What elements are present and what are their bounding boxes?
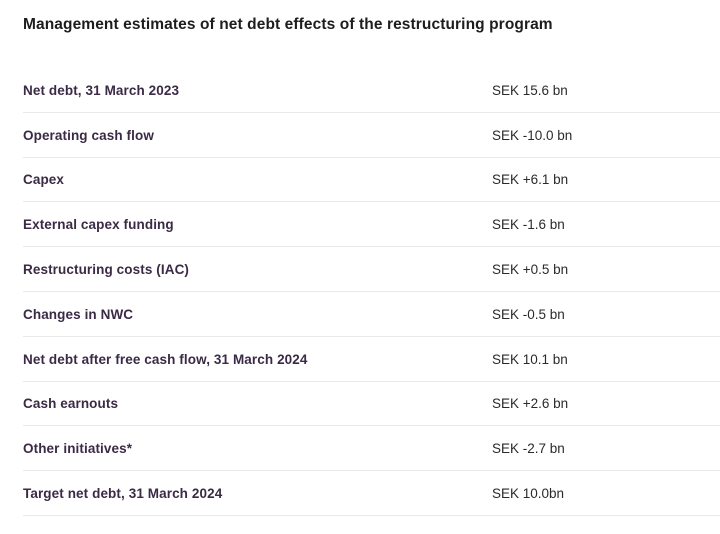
table-row: Cash earnouts SEK +2.6 bn: [0, 382, 720, 427]
row-label: Capex: [23, 172, 65, 188]
row-label: Operating cash flow: [23, 127, 154, 143]
row-label: Other initiatives*: [23, 441, 133, 457]
row-value: SEK 15.6 bn: [492, 82, 568, 98]
table-row: Net debt, 31 March 2023 SEK 15.6 bn: [0, 68, 720, 113]
table-row: Net debt after free cash flow, 31 March …: [0, 337, 720, 382]
table-row: External capex funding SEK -1.6 bn: [0, 202, 720, 247]
row-value: SEK -10.0 bn: [492, 127, 573, 143]
row-value: SEK 10.0bn: [492, 486, 565, 502]
row-label: Target net debt, 31 March 2024: [23, 486, 223, 502]
net-debt-table: Net debt, 31 March 2023 SEK 15.6 bn Oper…: [0, 68, 720, 516]
row-label: Cash earnouts: [23, 396, 119, 412]
row-value: SEK +2.6 bn: [492, 396, 569, 412]
row-label: Restructuring costs (IAC): [23, 262, 190, 278]
row-value: SEK -0.5 bn: [492, 306, 565, 322]
row-value: SEK +0.5 bn: [492, 262, 569, 278]
row-label: External capex funding: [23, 217, 174, 233]
table-row: Operating cash flow SEK -10.0 bn: [0, 113, 720, 158]
row-label: Changes in NWC: [23, 306, 134, 322]
row-value: SEK +6.1 bn: [492, 172, 569, 188]
row-value: SEK -1.6 bn: [492, 217, 565, 233]
row-value: SEK -2.7 bn: [492, 441, 565, 457]
table-row: Restructuring costs (IAC) SEK +0.5 bn: [0, 247, 720, 292]
row-label: Net debt, 31 March 2023: [23, 82, 180, 98]
row-value: SEK 10.1 bn: [492, 351, 568, 367]
table-row: Other initiatives* SEK -2.7 bn: [0, 426, 720, 471]
table-row: Changes in NWC SEK -0.5 bn: [0, 292, 720, 337]
page-title: Management estimates of net debt effects…: [23, 16, 553, 33]
table-row: Capex SEK +6.1 bn: [0, 158, 720, 203]
row-label: Net debt after free cash flow, 31 March …: [23, 351, 308, 367]
table-row: Target net debt, 31 March 2024 SEK 10.0b…: [0, 471, 720, 516]
